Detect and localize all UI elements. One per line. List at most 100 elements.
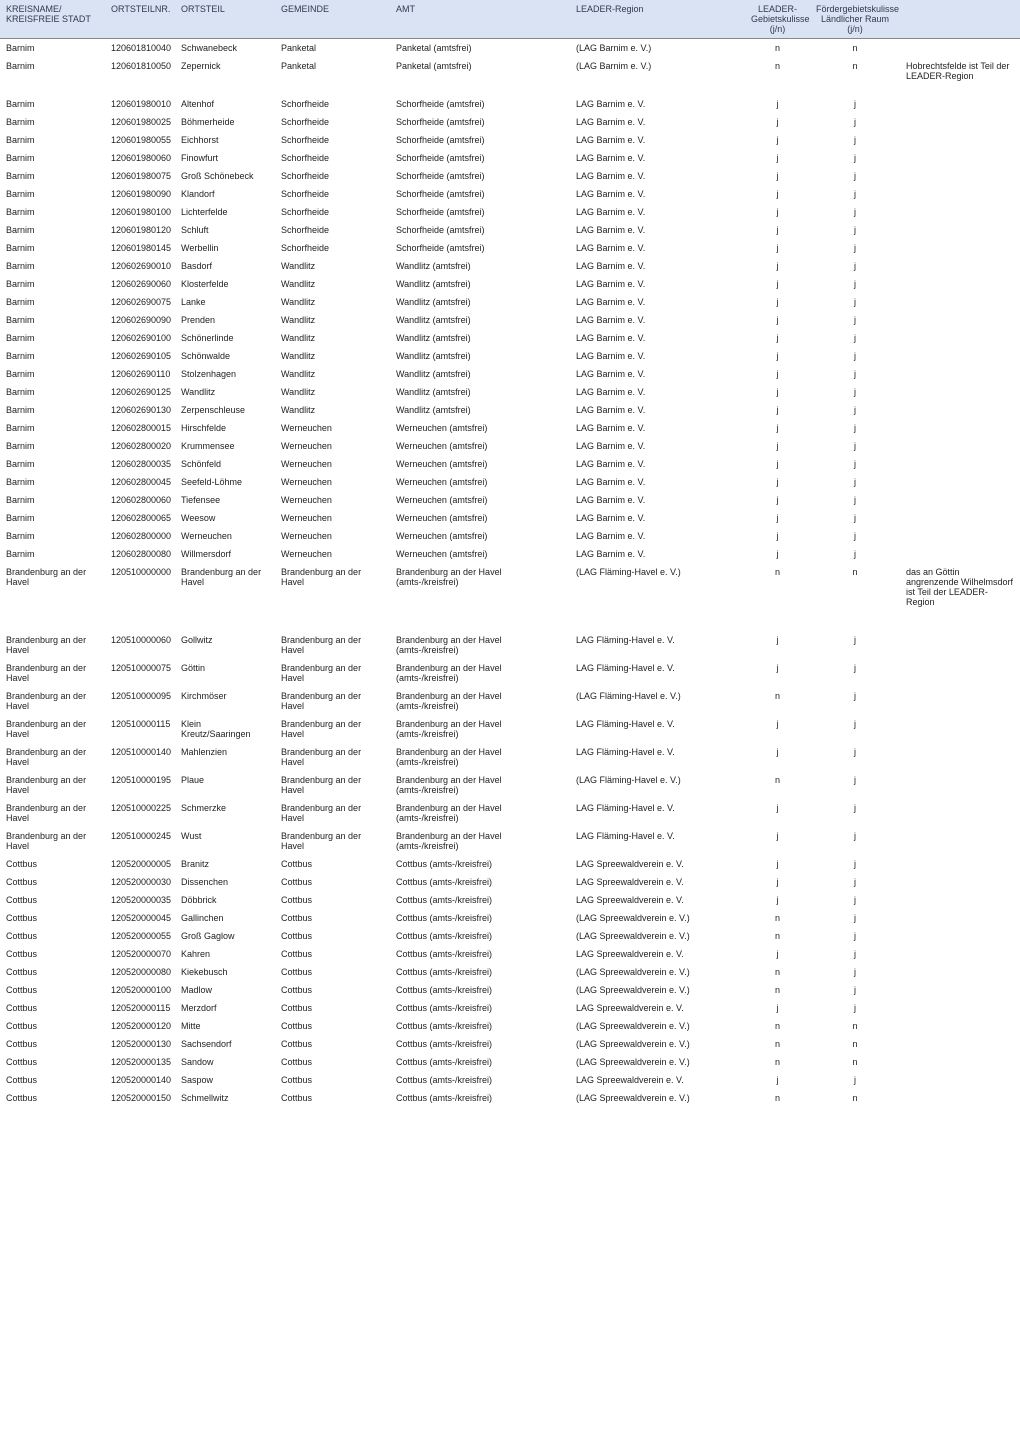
table-cell: 120602800000 — [105, 527, 175, 545]
table-cell: Saspow — [175, 1071, 275, 1089]
table-cell: Brandenburg an der Havel (amts-/kreisfre… — [390, 715, 570, 743]
column-header: KREISNAME/KREISFREIE STADT — [0, 0, 105, 39]
table-cell: Madlow — [175, 981, 275, 999]
table-row: Cottbus120520000070KahrenCottbusCottbus … — [0, 945, 1020, 963]
table-cell: (LAG Barnim e. V.) — [570, 39, 745, 58]
table-cell: j — [810, 329, 900, 347]
table-cell: LAG Spreewaldverein e. V. — [570, 1071, 745, 1089]
table-cell: j — [810, 437, 900, 455]
table-row: Cottbus120520000035DöbbrickCottbusCottbu… — [0, 891, 1020, 909]
table-cell — [900, 221, 1020, 239]
table-cell: (LAG Spreewaldverein e. V.) — [570, 1089, 745, 1107]
table-cell: Cottbus (amts-/kreisfrei) — [390, 873, 570, 891]
table-cell: Cottbus (amts-/kreisfrei) — [390, 855, 570, 873]
table-cell: 120520000005 — [105, 855, 175, 873]
table-cell: Schönfeld — [175, 455, 275, 473]
table-cell: Schorfheide (amtsfrei) — [390, 185, 570, 203]
table-cell: j — [810, 239, 900, 257]
table-row: Barnim120601980010AltenhofSchorfheideSch… — [0, 95, 1020, 113]
table-cell — [900, 419, 1020, 437]
table-cell: Groß Schönebeck — [175, 167, 275, 185]
table-cell: 120601980145 — [105, 239, 175, 257]
table-cell — [900, 383, 1020, 401]
table-cell: n — [745, 1035, 810, 1053]
table-cell: j — [745, 257, 810, 275]
table-cell: j — [810, 473, 900, 491]
table-cell: Werneuchen — [175, 527, 275, 545]
table-row: Barnim120601810040SchwanebeckPanketalPan… — [0, 39, 1020, 58]
table-cell: Böhmerheide — [175, 113, 275, 131]
table-cell: Schmerzke — [175, 799, 275, 827]
table-cell: j — [745, 275, 810, 293]
table-cell: LAG Barnim e. V. — [570, 113, 745, 131]
table-cell: Schorfheide (amtsfrei) — [390, 167, 570, 185]
table-row: Barnim120602690110StolzenhagenWandlitzWa… — [0, 365, 1020, 383]
table-cell: 120510000075 — [105, 659, 175, 687]
table-cell: Werneuchen (amtsfrei) — [390, 473, 570, 491]
table-cell: 120520000135 — [105, 1053, 175, 1071]
table-row: Barnim120602690075LankeWandlitzWandlitz … — [0, 293, 1020, 311]
table-cell: n — [745, 687, 810, 715]
table-cell: Schorfheide — [275, 131, 390, 149]
table-cell: j — [810, 149, 900, 167]
data-table: KREISNAME/KREISFREIE STADTORTSTEILNR.ORT… — [0, 0, 1020, 1107]
table-cell — [900, 311, 1020, 329]
table-cell: j — [745, 149, 810, 167]
table-row: Barnim120601980145WerbellinSchorfheideSc… — [0, 239, 1020, 257]
table-cell: 120520000070 — [105, 945, 175, 963]
table-cell: LAG Barnim e. V. — [570, 365, 745, 383]
table-cell: j — [810, 687, 900, 715]
table-cell: j — [810, 527, 900, 545]
table-cell: Cottbus (amts-/kreisfrei) — [390, 1017, 570, 1035]
table-cell: Wust — [175, 827, 275, 855]
table-cell: Cottbus (amts-/kreisfrei) — [390, 1089, 570, 1107]
table-cell — [900, 771, 1020, 799]
table-cell: Finowfurt — [175, 149, 275, 167]
table-cell: 120602800035 — [105, 455, 175, 473]
table-cell: Wandlitz (amtsfrei) — [390, 401, 570, 419]
table-cell: LAG Barnim e. V. — [570, 347, 745, 365]
table-cell: Barnim — [0, 401, 105, 419]
table-cell: Schorfheide — [275, 95, 390, 113]
table-cell: n — [810, 57, 900, 85]
table-cell — [900, 827, 1020, 855]
table-cell: Cottbus — [275, 891, 390, 909]
table-cell: j — [810, 873, 900, 891]
table-row: Cottbus120520000045GallinchenCottbusCott… — [0, 909, 1020, 927]
table-row: Barnim120602800015HirschfeldeWerneuchenW… — [0, 419, 1020, 437]
table-cell — [900, 167, 1020, 185]
table-cell — [900, 473, 1020, 491]
table-cell: Cottbus — [0, 1017, 105, 1035]
table-cell: Wandlitz (amtsfrei) — [390, 329, 570, 347]
table-row: Barnim120602690105SchönwaldeWandlitzWand… — [0, 347, 1020, 365]
table-cell: j — [745, 827, 810, 855]
table-cell: Barnim — [0, 545, 105, 563]
table-cell: Barnim — [0, 329, 105, 347]
column-header: LEADER-Region — [570, 0, 745, 39]
table-cell — [900, 631, 1020, 659]
table-cell: j — [745, 401, 810, 419]
table-cell: Barnim — [0, 275, 105, 293]
table-cell: j — [810, 855, 900, 873]
table-cell: Cottbus — [0, 963, 105, 981]
table-cell: 120602690075 — [105, 293, 175, 311]
table-cell — [900, 945, 1020, 963]
table-cell: 120510000060 — [105, 631, 175, 659]
table-cell: j — [745, 799, 810, 827]
column-header: ORTSTEIL — [175, 0, 275, 39]
table-cell: j — [745, 873, 810, 891]
table-cell: 120602800045 — [105, 473, 175, 491]
table-cell — [900, 659, 1020, 687]
table-cell: Wandlitz — [275, 293, 390, 311]
table-cell: j — [810, 545, 900, 563]
table-cell: 120520000130 — [105, 1035, 175, 1053]
table-cell: Schorfheide (amtsfrei) — [390, 131, 570, 149]
table-cell: Wandlitz — [175, 383, 275, 401]
table-cell: j — [745, 473, 810, 491]
table-cell: Brandenburg an der Havel (amts-/kreisfre… — [390, 771, 570, 799]
table-cell: 120601810050 — [105, 57, 175, 85]
table-cell: Tiefensee — [175, 491, 275, 509]
table-cell: Cottbus (amts-/kreisfrei) — [390, 981, 570, 999]
table-cell: Cottbus — [0, 855, 105, 873]
table-cell: j — [810, 981, 900, 999]
